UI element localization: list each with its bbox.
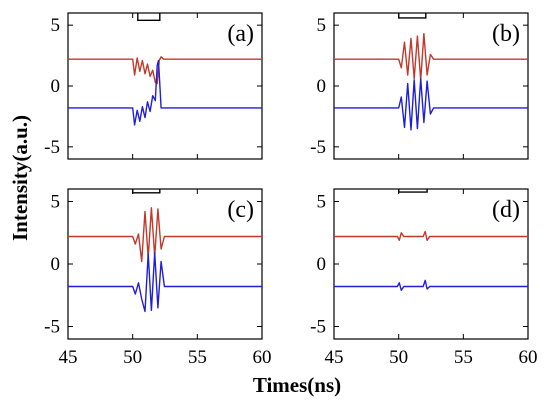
x-tick-label: 60 [519,347,538,368]
x-tick-label: 50 [123,347,142,368]
x-tick-label: 60 [253,347,272,368]
series-lower-line [334,279,528,291]
y-tick-label: 5 [317,192,327,213]
panel-label: (b) [492,21,520,47]
x-axis-label: Times(ns) [253,373,341,397]
gate-pulse [137,13,161,21]
y-tick-label: 0 [51,76,61,97]
series-upper-line [334,230,528,242]
x-tick-label: 45 [325,347,344,368]
x-tick-label: 50 [389,347,408,368]
panels: 50-5(a) 50-5(b)50-545 50 55 60(c) 50-545 50 55 6… [44,12,538,368]
x-tick-label: 55 [454,347,473,368]
panel-2: 5 0 -5 (b) [310,12,529,160]
y-tick-label: 5 [317,15,327,36]
y-tick-label: 0 [51,254,61,275]
y-tick-label: 0 [317,254,327,275]
y-tick-label: -5 [44,137,60,158]
gate-pulse [131,189,161,194]
y-tick-label: -5 [44,317,60,338]
y-tick-label: -5 [310,317,326,338]
series-upper-line [334,33,528,81]
panel-3: 50-545 50 55 60(c) [44,188,272,368]
gate-pulse [398,189,428,193]
y-axis-label: Intensity(a.u.) [8,115,32,241]
y-tick-label: 5 [51,192,61,213]
panel-label: (c) [227,197,254,223]
x-tick-label: 45 [59,347,78,368]
panel-4: 50-545 50 55 60(d) [310,188,538,368]
y-tick-label: -5 [310,137,326,158]
panel-label: (a) [227,21,254,47]
series-lower-line [334,77,528,131]
panel-1: 5 0 -5 (a) [44,12,263,160]
y-tick-label: 0 [317,76,327,97]
series-upper-line [68,56,262,85]
x-tick-label: 55 [188,347,207,368]
series-lower-line [68,59,262,126]
y-tick-label: 5 [51,15,61,36]
series-lower-line [68,252,262,313]
panel-label: (d) [492,197,520,223]
gate-pulse [398,13,427,19]
